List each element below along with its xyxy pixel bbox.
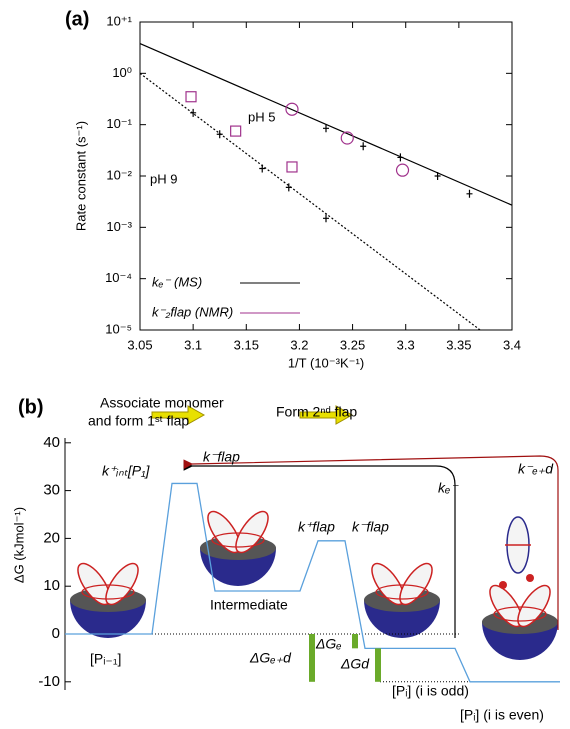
panel-label: (a) bbox=[65, 8, 89, 30]
point bbox=[285, 102, 299, 116]
state-label: [Pᵢ₋₁] bbox=[90, 651, 121, 667]
x-tick-label: 3.15 bbox=[234, 337, 259, 352]
rate-arrow bbox=[183, 461, 456, 638]
monomer-icon bbox=[499, 516, 534, 589]
state-label: [Pᵢ] (i is odd) bbox=[392, 683, 469, 699]
step-arrow bbox=[299, 405, 354, 425]
point bbox=[434, 172, 441, 180]
y-tick-label: 10⁰ bbox=[112, 65, 132, 80]
point bbox=[259, 164, 266, 173]
y-axis-label: Rate constant (s⁻¹) bbox=[73, 121, 88, 231]
y-tick-label: 10⁻³ bbox=[106, 219, 132, 234]
y-axis-label: ΔG (kJmol⁻¹) bbox=[11, 507, 26, 583]
step-label: Form 2ⁿᵈ flap bbox=[276, 404, 357, 420]
step-arrow bbox=[151, 405, 206, 425]
point bbox=[285, 183, 292, 192]
point bbox=[185, 91, 197, 103]
point bbox=[286, 161, 298, 173]
x-tick-label: 3.1 bbox=[184, 337, 202, 352]
y-tick-label: 10⁺¹ bbox=[106, 13, 132, 28]
protein-icon bbox=[69, 557, 147, 639]
x-tick-label: 3.3 bbox=[397, 337, 415, 352]
y-tick-label: 10⁻² bbox=[106, 167, 132, 182]
difference-label: ΔGₑ₊d bbox=[249, 650, 292, 666]
protein-icon bbox=[481, 579, 559, 661]
annotation: pH 9 bbox=[150, 171, 177, 186]
rate-label: k⁺ᵢₙₜ[P₁] bbox=[102, 463, 150, 479]
y-tick-label: 10 bbox=[43, 577, 60, 594]
protein-icon bbox=[363, 557, 441, 639]
x-tick-label: 3.25 bbox=[340, 337, 365, 352]
rate-label: k⁻ₑ₊d bbox=[518, 461, 554, 477]
x-tick-label: 3.35 bbox=[446, 337, 471, 352]
point bbox=[323, 124, 329, 133]
x-tick-label: 3.05 bbox=[127, 337, 152, 352]
fit-line bbox=[139, 72, 481, 331]
state-label: Intermediate bbox=[210, 597, 288, 613]
rate-label: k⁺flap bbox=[298, 519, 335, 535]
y-tick-label: 0 bbox=[52, 625, 60, 642]
y-tick-label: 10⁻⁴ bbox=[105, 270, 132, 285]
y-tick-label: 40 bbox=[43, 434, 60, 451]
point bbox=[397, 153, 404, 162]
x-axis-label: 1/T (10⁻³K⁻¹) bbox=[288, 355, 364, 370]
legend-label: kₑ⁻ (MS) bbox=[152, 274, 202, 289]
point bbox=[230, 125, 242, 137]
point bbox=[360, 142, 367, 151]
y-tick-label: 20 bbox=[43, 529, 60, 546]
protein-icon bbox=[199, 505, 277, 587]
x-tick-label: 3.4 bbox=[503, 337, 521, 352]
step-label: Associate monomer bbox=[100, 395, 224, 411]
rate-label: k⁻flap bbox=[203, 449, 240, 465]
state-label: [Pᵢ] (i is even) bbox=[460, 707, 544, 723]
difference-label: ΔGd bbox=[340, 656, 370, 672]
y-tick-label: 10⁻¹ bbox=[106, 116, 132, 131]
rate-label: kₑ⁻ bbox=[438, 480, 459, 496]
point bbox=[340, 131, 354, 145]
point bbox=[466, 189, 473, 198]
y-tick-label: -10 bbox=[38, 673, 60, 690]
rate-arrow bbox=[183, 455, 559, 630]
y-tick-label: 10⁻⁵ bbox=[105, 321, 132, 336]
step-label: and form 1ˢᵗ flap bbox=[88, 413, 189, 429]
difference-label: ΔGₑ bbox=[315, 636, 342, 652]
energy-profile bbox=[65, 482, 560, 683]
point bbox=[216, 130, 223, 139]
legend-label: k⁻₂flap (NMR) bbox=[152, 304, 233, 319]
panel-label: (b) bbox=[18, 396, 44, 418]
y-tick-label: 30 bbox=[43, 482, 60, 499]
energy-difference bbox=[309, 634, 315, 682]
energy-difference bbox=[375, 648, 381, 682]
point bbox=[323, 214, 329, 223]
point bbox=[395, 163, 410, 177]
rate-label: k⁻flap bbox=[352, 519, 389, 535]
point bbox=[190, 108, 197, 117]
x-tick-label: 3.2 bbox=[290, 337, 308, 352]
annotation: pH 5 bbox=[248, 109, 275, 124]
energy-difference bbox=[352, 634, 358, 649]
